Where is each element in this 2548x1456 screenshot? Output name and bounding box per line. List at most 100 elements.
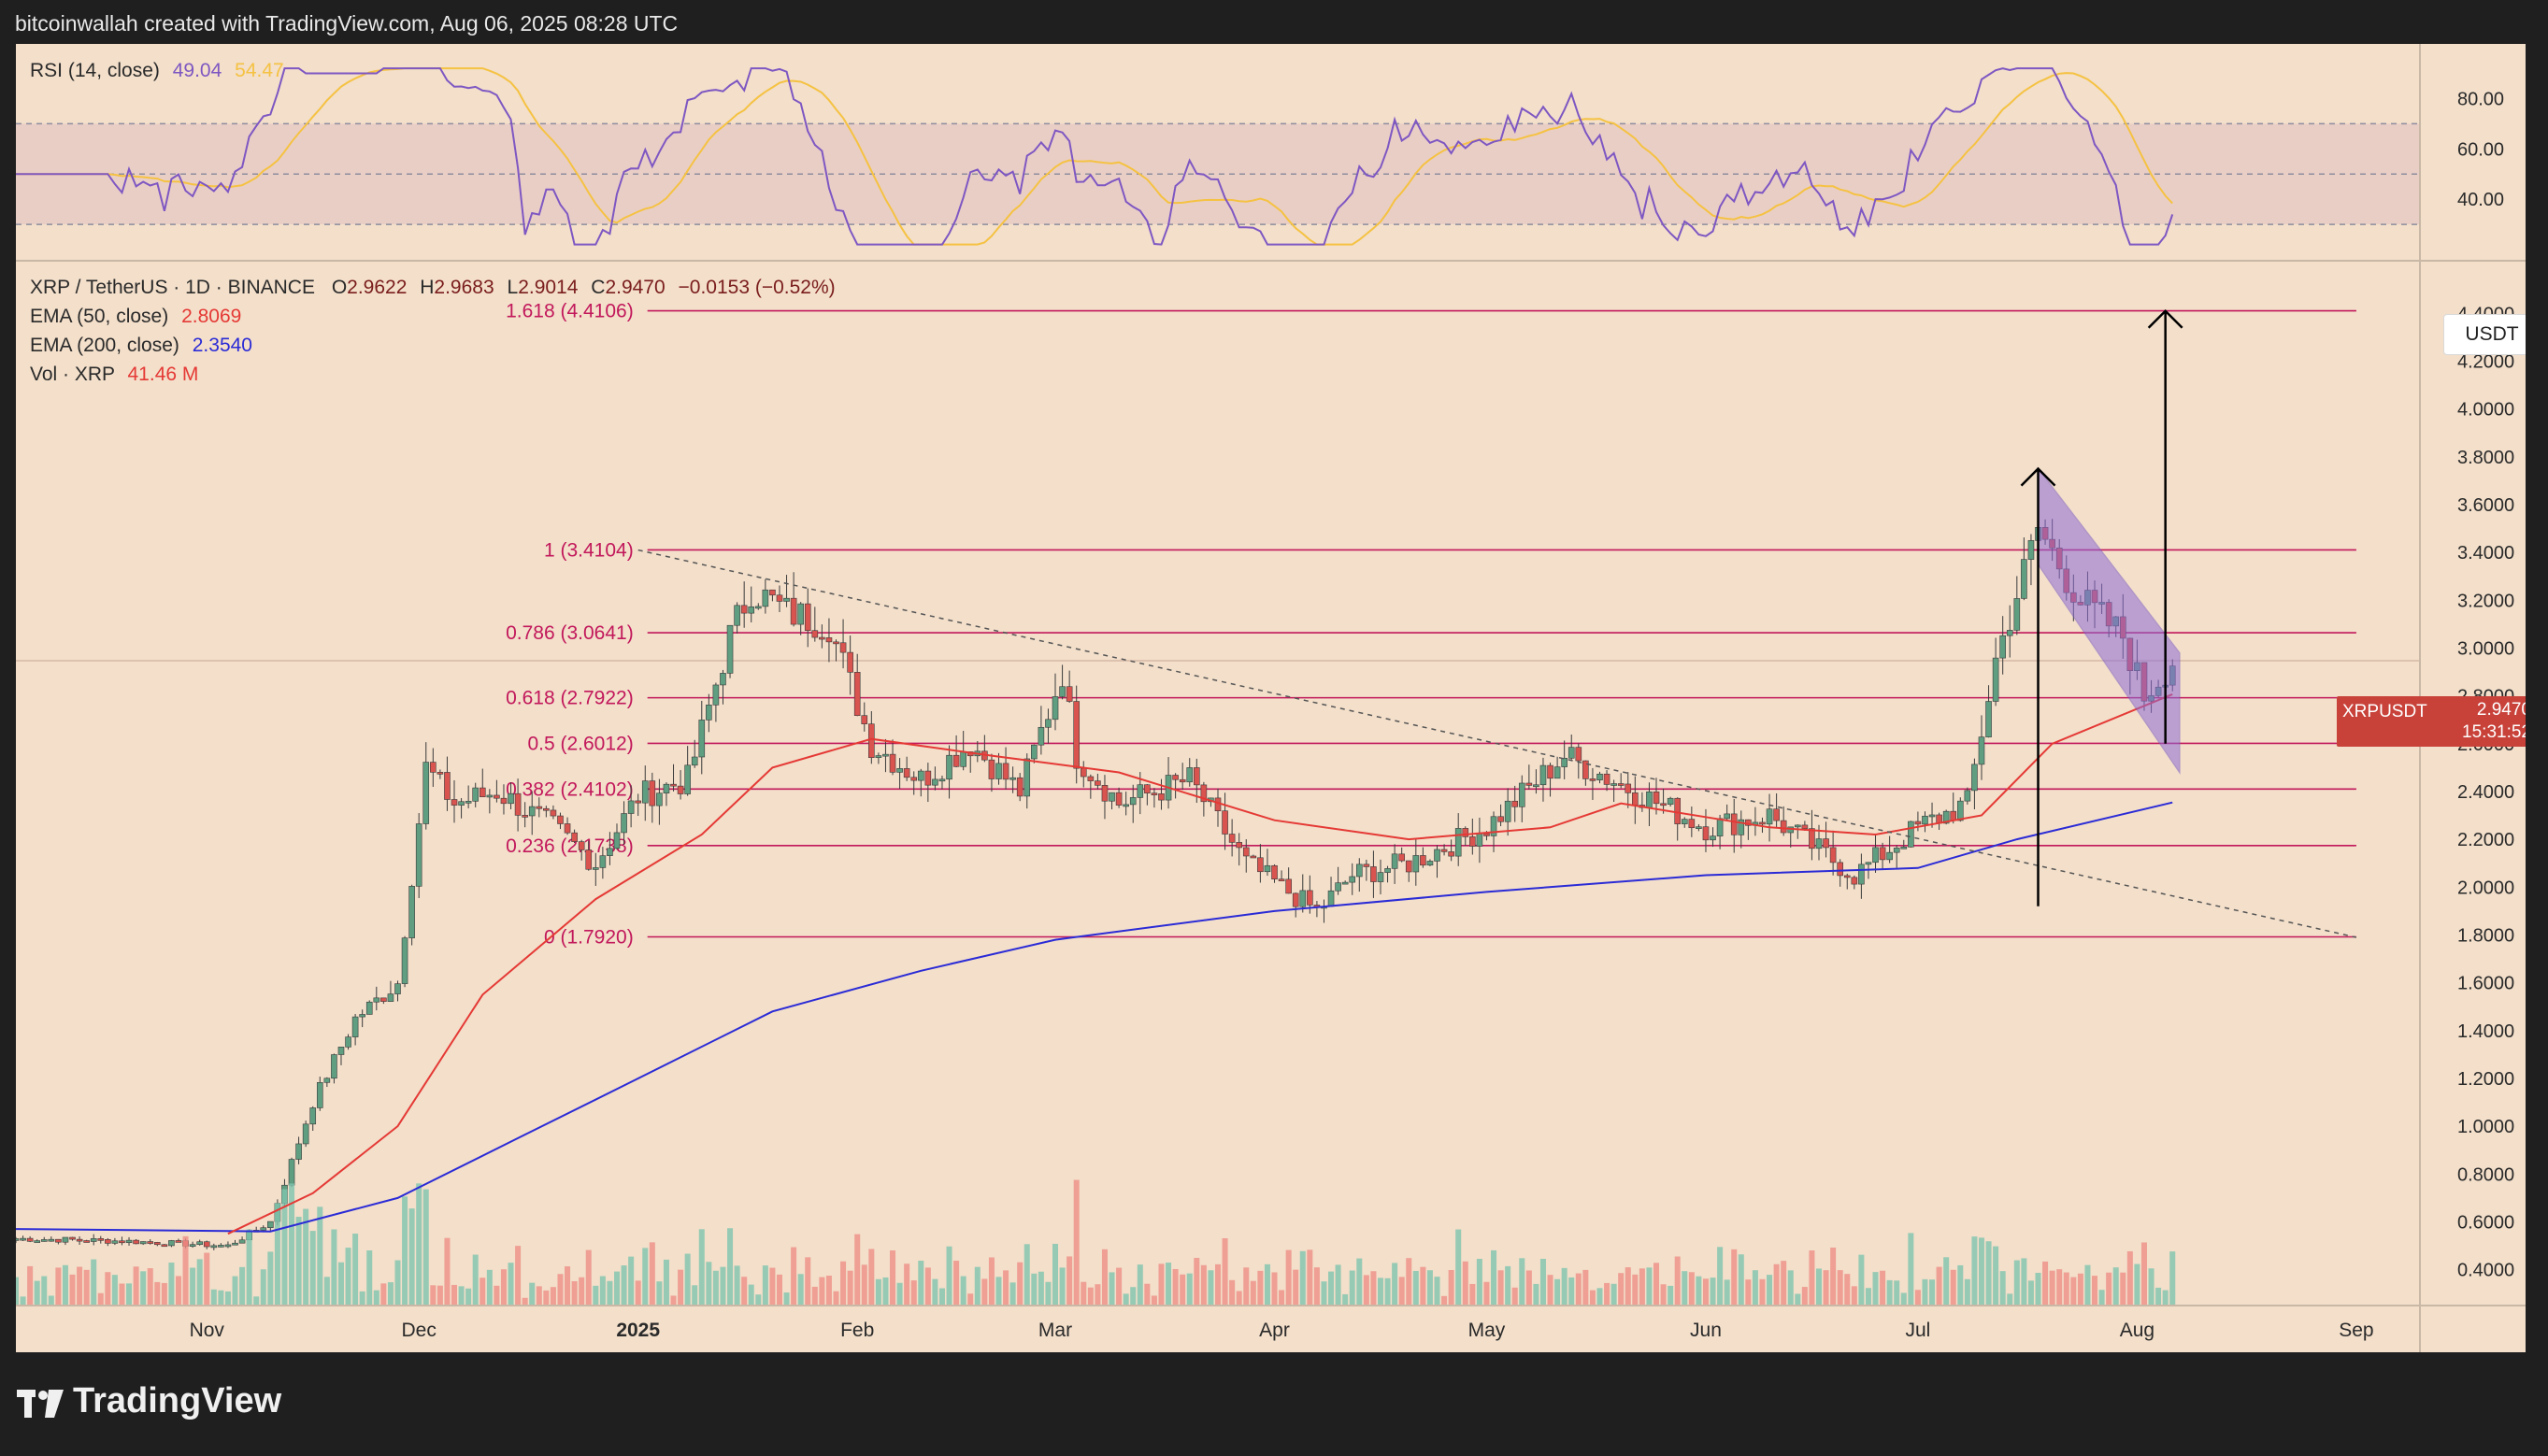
candle [189, 1241, 196, 1306]
candle-body [1271, 864, 1278, 879]
candle [430, 748, 437, 1306]
candle-body [1228, 834, 1236, 843]
candle [1809, 809, 1815, 1306]
price-tick-label: 3.8000 [2457, 448, 2514, 468]
price-axis[interactable]: 4.40004.20004.00003.80003.60003.40003.20… [2457, 304, 2514, 1280]
volume-bar [2112, 1267, 2119, 1306]
candle [754, 603, 762, 1306]
candle-body [175, 1240, 182, 1243]
candle [40, 1236, 48, 1306]
price-tick-label: 3.6000 [2457, 495, 2514, 516]
candle [1625, 772, 1632, 1306]
candle-body [1420, 855, 1426, 866]
candle [479, 768, 486, 1306]
candle-body [1469, 836, 1476, 847]
candle-body [1292, 892, 1299, 907]
tradingview-logo[interactable]: TradingView [17, 1381, 281, 1421]
volume-legend[interactable]: Vol · XRP 41.46 M [30, 364, 198, 386]
candle [1236, 833, 1242, 1306]
candle-body [543, 807, 550, 811]
volume-bar [924, 1267, 931, 1306]
volume-bar [1943, 1257, 1950, 1306]
candle [451, 779, 458, 1306]
candle [1575, 743, 1582, 1306]
candle-body [380, 997, 387, 1002]
volume-bar [1038, 1271, 1044, 1306]
volume-bar [1448, 1270, 1454, 1306]
candle-body [260, 1227, 267, 1231]
candle-body [196, 1241, 203, 1245]
candle-body [1646, 792, 1653, 808]
volume-bar [1497, 1270, 1504, 1306]
candle [1610, 779, 1617, 1306]
candle [571, 829, 578, 1306]
candle-body [1023, 758, 1031, 797]
rsi-legend[interactable]: RSI (14, close) 49.04 54.47 [30, 60, 284, 82]
chart-frame[interactable]: 80.00 60.00 40.00 1.618 (4.4106) 1 (3.4104)… [16, 44, 2526, 1352]
ema200-legend[interactable]: EMA (200, close) 2.3540 [30, 335, 252, 357]
candle-body [479, 787, 486, 798]
candle [839, 619, 847, 1306]
volume-bar [946, 1246, 952, 1306]
candle-body [514, 792, 522, 816]
candle [1730, 798, 1738, 1306]
candle [1787, 826, 1795, 1306]
volume-bar [868, 1249, 875, 1306]
candle [1646, 782, 1653, 1306]
volume-bar [387, 1282, 394, 1306]
candle-body [825, 637, 833, 643]
volume-bar [1660, 1284, 1667, 1306]
candle [246, 1229, 252, 1306]
volume-bar [1384, 1278, 1391, 1306]
volume-bar [515, 1246, 522, 1306]
candle [1872, 833, 1879, 1306]
candle-body [111, 1240, 119, 1244]
candle-body [210, 1245, 218, 1249]
candle-body [430, 762, 437, 773]
candle-body [494, 794, 500, 799]
candle-body [536, 806, 543, 809]
candle-body [1688, 819, 1696, 829]
candle [1900, 839, 1908, 1306]
candle [2148, 679, 2154, 1306]
candle-body [613, 832, 621, 849]
candle [1009, 766, 1016, 1306]
price-tick-label: 2.0000 [2457, 878, 2514, 898]
price-pane[interactable]: 1.618 (4.4106) 1 (3.4104) 0.786 (3.0641) 0.… [16, 301, 2420, 1306]
time-tick-label: Apr [1259, 1320, 1290, 1341]
currency-unit-button[interactable]: USDT [2443, 314, 2526, 355]
volume-bar [1858, 1254, 1865, 1306]
candle-body [62, 1236, 69, 1243]
volume-bar [1109, 1272, 1115, 1306]
volume-label: Vol · XRP [30, 364, 115, 385]
volume-bar [486, 1269, 493, 1306]
volume-bar [1356, 1258, 1363, 1306]
candle-body [139, 1241, 147, 1245]
candle-body [1893, 848, 1900, 853]
volume-bar [1610, 1283, 1617, 1306]
candle [607, 832, 613, 1306]
volume-bar [769, 1267, 776, 1306]
candle-body [1101, 785, 1109, 802]
volume-bar [196, 1259, 203, 1306]
volume-bar [1674, 1256, 1681, 1306]
candle [1999, 616, 2006, 1306]
candle [309, 1106, 317, 1306]
candle [1052, 673, 1059, 1306]
candle [472, 782, 480, 1306]
candle [663, 782, 670, 1306]
symbol-legend[interactable]: XRP / TetherUS · 1D · BINANCE O2.9622 H2… [30, 277, 836, 299]
candle-body [1922, 815, 1928, 825]
candle-body [1809, 828, 1815, 849]
volume-bar [175, 1276, 181, 1306]
candle [437, 769, 444, 1306]
time-axis[interactable]: Nov Dec 2025 Feb Mar Apr May Jun Jul Aug Sep [190, 1320, 2374, 1341]
volume-bar [593, 1285, 599, 1306]
ema50-legend[interactable]: EMA (50, close) 2.8069 [30, 306, 241, 328]
candle [48, 1236, 55, 1306]
candle-body [105, 1239, 111, 1244]
candle-body [1985, 701, 1992, 737]
price-chart[interactable]: 80.00 60.00 40.00 1.618 (4.4106) 1 (3.4104)… [16, 44, 2526, 1352]
rsi-pane[interactable]: 80.00 60.00 40.00 [16, 67, 2504, 246]
candle-body [224, 1244, 232, 1248]
